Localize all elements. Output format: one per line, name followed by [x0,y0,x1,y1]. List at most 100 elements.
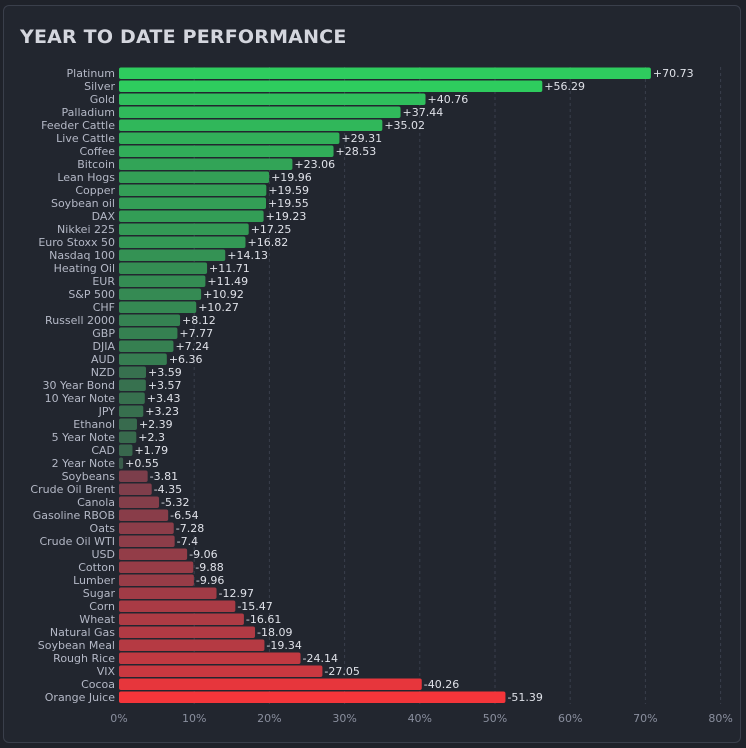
category-label: Gold [90,93,115,106]
category-label: Orange Juice [45,691,115,704]
category-label: Wheat [79,613,115,626]
category-label: Lumber [73,574,115,587]
bar [119,379,146,391]
value-label: +11.49 [207,275,248,288]
value-label: +3.43 [147,392,181,405]
bar [119,574,194,586]
bar [119,262,208,274]
category-label: EUR [92,275,115,288]
bar [119,548,188,560]
x-tick-label: 10% [182,712,206,725]
x-tick-label: 30% [332,712,356,725]
category-label: Palladium [62,106,115,119]
value-label: +2.3 [138,431,165,444]
category-label: CHF [93,301,115,314]
bar [119,236,246,248]
value-label: -27.05 [324,665,359,678]
category-label: Rough Rice [53,652,115,665]
category-label: Soybean oil [51,197,115,210]
bar [119,639,265,651]
bar [119,197,267,209]
bar [119,93,426,105]
category-label: Euro Stoxx 50 [38,236,115,249]
bar [119,392,145,404]
value-label: +37.44 [403,106,444,119]
bar [119,158,293,170]
category-label: Soybean Meal [38,639,115,652]
value-label: +19.96 [271,171,312,184]
x-tick-label: 80% [708,712,732,725]
value-label: +70.73 [653,67,694,80]
x-tick-label: 0% [110,712,127,725]
value-label: +7.24 [175,340,209,353]
value-label: -40.26 [424,678,459,691]
bar [119,80,543,92]
category-label: Feeder Cattle [41,119,115,132]
category-label: Copper [75,184,115,197]
category-label: Russell 2000 [45,314,115,327]
x-tick-label: 60% [558,712,582,725]
value-label: +23.06 [294,158,335,171]
category-label: VIX [97,665,116,678]
category-label: AUD [91,353,115,366]
category-label: DJIA [93,340,116,353]
value-label: -3.81 [150,470,178,483]
value-label: -18.09 [257,626,292,639]
category-label: USD [91,548,115,561]
value-label: +3.59 [148,366,182,379]
bar [119,119,383,131]
value-label: +8.12 [182,314,216,327]
value-label: -7.28 [176,522,204,535]
category-label: GBP [92,327,115,340]
category-label: Nasdaq 100 [49,249,115,262]
value-label: -24.14 [303,652,338,665]
value-label: +28.53 [336,145,377,158]
category-label: Cocoa [81,678,115,691]
value-label: +3.57 [148,379,182,392]
category-label: Platinum [67,67,115,80]
value-label: -4.35 [154,483,182,496]
bar [119,535,175,547]
bar [119,249,226,261]
category-label: Crude Oil Brent [30,483,115,496]
category-label: Lean Hogs [57,171,115,184]
value-label: +7.77 [179,327,213,340]
chart-title: YEAR TO DATE PERFORMANCE [20,26,347,48]
bar [119,561,194,573]
category-label: Canola [77,496,115,509]
value-label: -16.61 [246,613,281,626]
category-label: Crude Oil WTI [39,535,115,548]
bar [119,132,340,144]
value-label: -9.06 [189,548,217,561]
value-label: +16.82 [247,236,288,249]
value-label: -5.32 [161,496,189,509]
bar [119,210,264,222]
category-label: Natural Gas [50,626,115,639]
category-label: JPY [98,405,116,418]
value-label: +0.55 [125,457,159,470]
bar [119,587,217,599]
bar [119,678,422,690]
value-label: -19.34 [266,639,301,652]
category-label: Corn [89,600,115,613]
bar [119,184,267,196]
value-label: +19.59 [268,184,309,197]
category-label: Soybeans [62,470,116,483]
value-label: +6.36 [169,353,203,366]
value-label: +10.92 [203,288,244,301]
value-label: +11.71 [209,262,250,275]
value-label: +1.79 [134,444,168,457]
bar [119,314,181,326]
category-label: NZD [91,366,115,379]
category-label: 5 Year Note [52,431,116,444]
bar [119,405,144,417]
category-label: S&P 500 [68,288,115,301]
category-label: Ethanol [73,418,115,431]
bar [119,613,244,625]
bar [119,691,506,703]
value-label: +29.31 [341,132,382,145]
x-tick-label: 40% [408,712,432,725]
bar [119,522,174,534]
bar [119,496,160,508]
value-label: -6.54 [170,509,198,522]
